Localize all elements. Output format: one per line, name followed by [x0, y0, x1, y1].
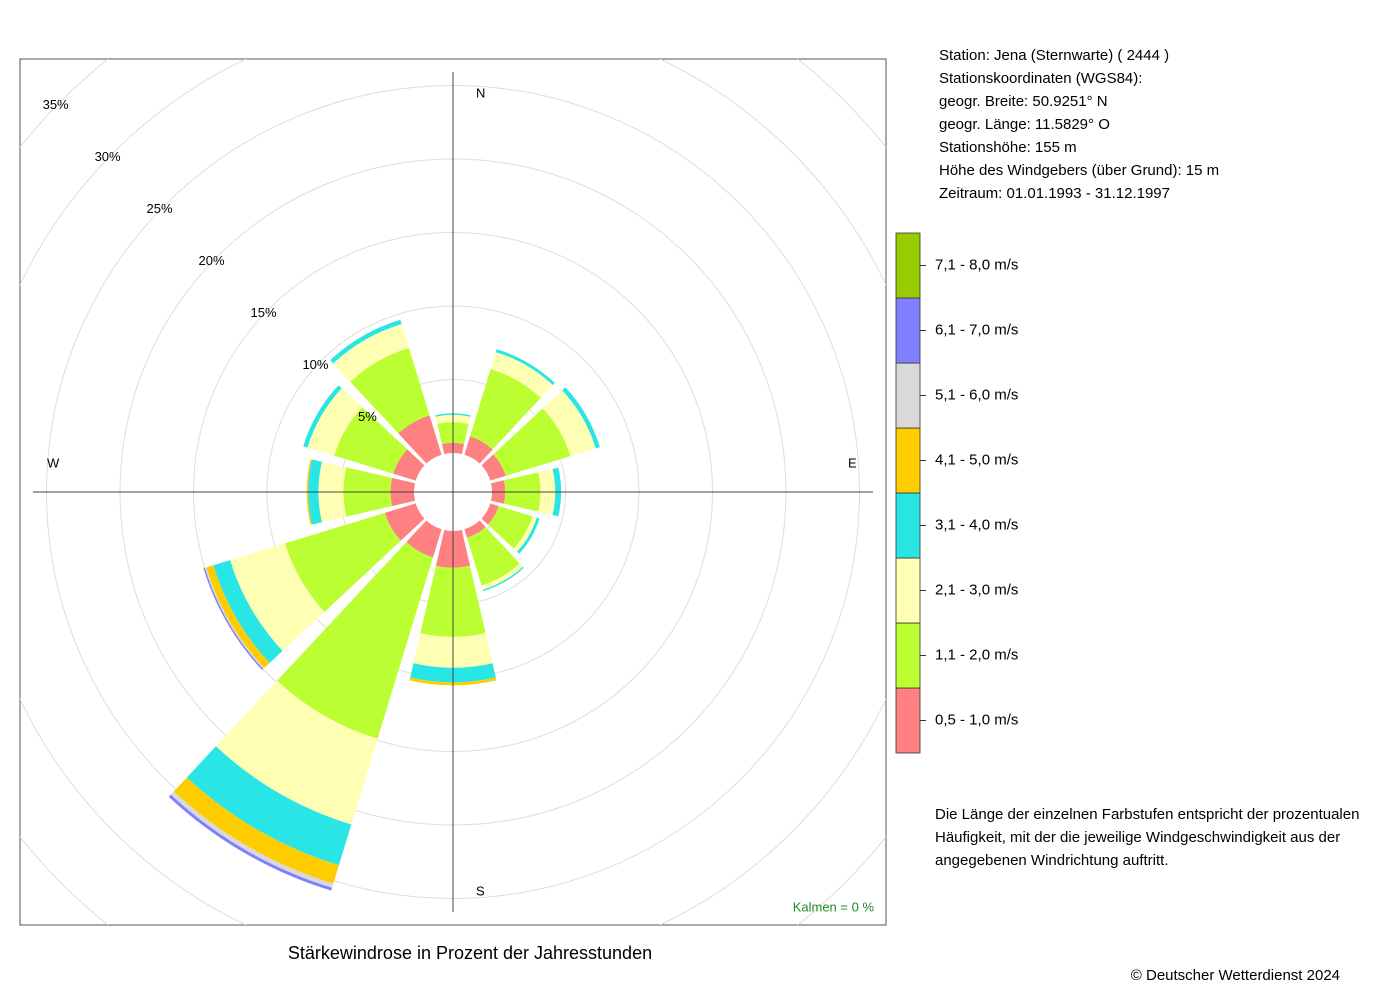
petal-segment — [333, 323, 409, 382]
compass-label: W — [47, 455, 60, 470]
petal-segment — [350, 347, 430, 434]
petal-segment — [306, 459, 312, 525]
petal-segment — [393, 449, 425, 481]
petal-segment — [206, 565, 270, 668]
petal-segment — [482, 566, 524, 592]
r-tick-label: 30% — [95, 149, 121, 164]
station-info: Station: Jena (Sternwarte) ( 2444 ) — [939, 47, 1169, 64]
legend-swatch — [895, 687, 921, 754]
petal-segment — [406, 520, 442, 558]
petal-segment — [173, 777, 339, 884]
petal-segment — [409, 677, 497, 686]
station-info: Stationskoordinaten (WGS84): — [939, 70, 1142, 87]
petal-segment — [307, 388, 363, 456]
petal-segment — [493, 408, 571, 476]
note-line: angegebenen Windrichtung auftritt. — [935, 852, 1169, 869]
compass-label: S — [476, 883, 485, 898]
petal-segment — [334, 407, 408, 474]
petal-segment — [490, 352, 553, 398]
r-tick-label: 20% — [199, 253, 225, 268]
petal-segment — [542, 390, 596, 457]
station-info: Stationshöhe: 155 m — [939, 139, 1077, 156]
legend-label: 4,1 - 5,0 m/s — [935, 451, 1018, 468]
petal-segment — [303, 385, 342, 448]
legend-swatch — [895, 622, 921, 689]
compass-label: E — [848, 455, 857, 470]
legend-label: 1,1 - 2,0 m/s — [935, 646, 1018, 663]
legend-label: 0,5 - 1,0 m/s — [935, 711, 1018, 728]
footer: © Deutscher Wetterdienst 2024 — [1131, 967, 1340, 984]
petal-segment — [481, 503, 499, 525]
station-info: geogr. Breite: 50.9251° N — [939, 93, 1108, 110]
petal-segment — [562, 387, 600, 449]
station-info: Höhe des Windgebers (über Grund): 15 m — [939, 162, 1219, 179]
petal-segment — [513, 516, 537, 552]
r-tick-label: 35% — [43, 97, 69, 112]
petal-segment — [213, 560, 283, 663]
petal-segment — [481, 563, 523, 590]
petal-segment — [464, 436, 493, 464]
petal-segment — [435, 413, 471, 417]
petal-segment — [487, 505, 533, 549]
compass-label: N — [476, 85, 485, 100]
calm-label: Kalmen = 0 % — [793, 899, 875, 914]
r-tick-label: 10% — [302, 357, 328, 372]
legend-swatch — [895, 427, 921, 494]
petal-segment — [495, 349, 555, 385]
legend-swatch — [895, 557, 921, 624]
station-info: geogr. Länge: 11.5829° O — [939, 116, 1110, 133]
petal-segment — [284, 512, 401, 612]
r-tick-label: 25% — [147, 201, 173, 216]
legend-swatch — [895, 362, 921, 429]
legend-label: 7,1 - 8,0 m/s — [935, 256, 1018, 273]
petal-segment — [330, 319, 402, 364]
legend-swatch — [895, 232, 921, 299]
petal-segment — [469, 368, 541, 450]
legend-swatch — [895, 492, 921, 559]
legend-label: 3,1 - 4,0 m/s — [935, 516, 1018, 533]
petal-segment — [230, 543, 325, 651]
note-line: Häufigkeit, mit der die jeweilige Windge… — [935, 829, 1340, 846]
legend-label: 5,1 - 6,0 m/s — [935, 386, 1018, 403]
petal-segment — [384, 503, 425, 541]
r-tick-label: 15% — [250, 305, 276, 320]
petal-segment — [215, 680, 378, 825]
chart-title: Stärkewindrose in Prozent der Jahresstun… — [288, 943, 652, 963]
legend-label: 2,1 - 3,0 m/s — [935, 581, 1018, 598]
note-line: Die Länge der einzelnen Farbstufen entsp… — [935, 806, 1359, 823]
legend-label: 6,1 - 7,0 m/s — [935, 321, 1018, 338]
petal-segment — [517, 517, 540, 554]
petal-segment — [277, 542, 434, 739]
petal-segment — [464, 520, 486, 538]
petal-segment — [186, 746, 352, 866]
legend-swatch — [895, 297, 921, 364]
petal-segment — [466, 526, 520, 586]
r-tick-label: 5% — [358, 409, 377, 424]
petal-segment — [398, 415, 442, 464]
petal-segment — [481, 454, 506, 481]
station-info: Zeitraum: 01.01.1993 - 31.12.1997 — [939, 185, 1170, 202]
